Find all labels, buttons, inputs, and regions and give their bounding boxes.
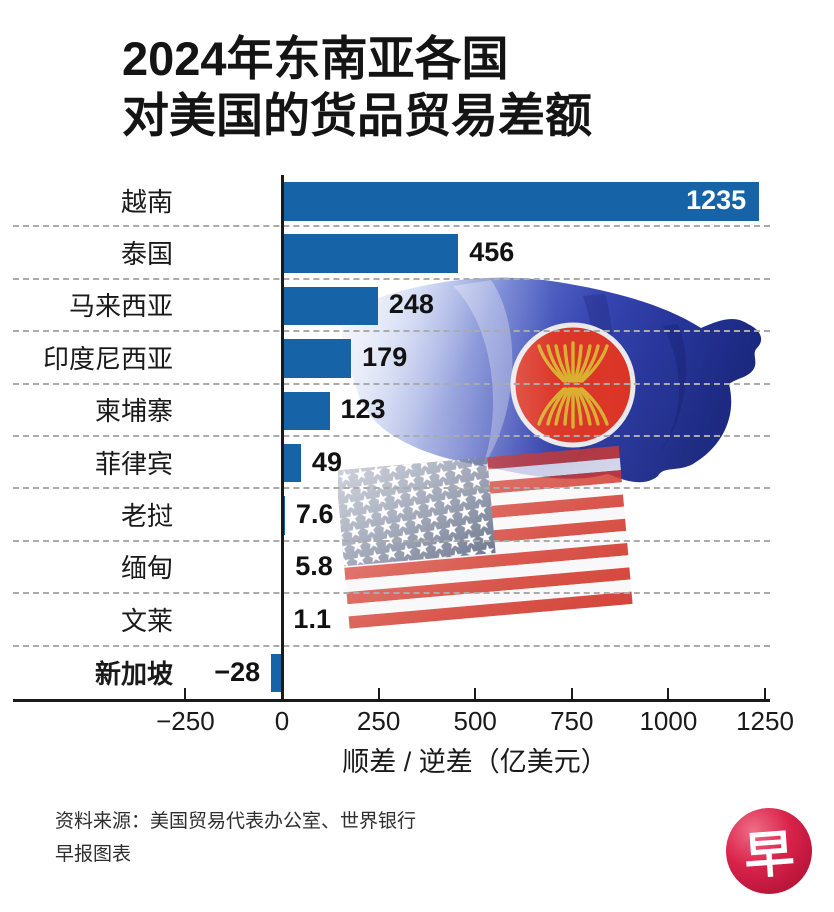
category-label: 印度尼西亚 xyxy=(42,343,173,374)
chart-row: 越南 1235 xyxy=(13,175,770,228)
zaobao-logo: 早 xyxy=(726,808,812,894)
x-axis-tick-label: −250 xyxy=(156,706,215,736)
category-label: 新加坡 xyxy=(94,659,173,690)
category-label: 越南 xyxy=(120,186,173,217)
credit-line: 早报图表 xyxy=(55,844,132,865)
value-label: −28 xyxy=(214,657,261,688)
value-label: 123 xyxy=(340,394,386,425)
bar-singapore xyxy=(271,653,282,693)
category-label: 柬埔寨 xyxy=(94,396,173,427)
value-label: 456 xyxy=(469,237,515,268)
source-line: 资料来源：美国贸易代表办公室、世界银行 xyxy=(55,811,417,832)
chart-row: 泰国 456 xyxy=(13,227,770,280)
zaobao-logo-character: 早 xyxy=(742,825,797,885)
x-axis-title: 顺差 / 逆差（亿美元） xyxy=(342,747,608,777)
chart-title: 2024年东南亚各国 对美国的货品贸易差额 xyxy=(122,30,762,144)
chart-row: 老挝 7.6 xyxy=(13,489,770,542)
x-axis-tick-label: 500 xyxy=(453,706,497,736)
x-axis-tick-label: 1000 xyxy=(639,706,698,736)
x-axis-tick-label: 0 xyxy=(274,706,290,736)
value-label: 1235 xyxy=(686,184,747,215)
value-label: 7.6 xyxy=(295,499,334,530)
value-label: 179 xyxy=(362,341,408,372)
chart-row: 缅甸 5.8 xyxy=(13,542,770,595)
value-label: 1.1 xyxy=(293,603,331,634)
zero-baseline xyxy=(281,175,284,699)
category-label: 文莱 xyxy=(120,605,173,636)
bar-malaysia xyxy=(282,286,378,326)
x-axis-tick xyxy=(377,688,380,699)
x-axis-tick xyxy=(474,688,477,699)
x-axis-tick-label: 250 xyxy=(356,706,401,736)
bar-indonesia xyxy=(282,339,352,378)
bar-vietnam xyxy=(282,182,760,221)
chart-title-line2: 对美国的货品贸易差额 xyxy=(122,89,592,142)
category-label: 泰国 xyxy=(120,239,173,270)
x-axis-tick-label: 750 xyxy=(550,706,594,736)
x-axis-tick xyxy=(281,688,283,699)
x-axis-tick-label: 1250 xyxy=(736,706,794,736)
chart-row: 新加坡 −28 xyxy=(13,647,770,699)
value-label: 49 xyxy=(311,446,342,477)
category-label: 缅甸 xyxy=(120,553,173,584)
bar-cambodia xyxy=(282,391,330,431)
x-axis-line xyxy=(13,699,770,702)
category-label: 马来西亚 xyxy=(68,291,173,322)
value-label: 248 xyxy=(388,289,434,320)
x-axis-tick xyxy=(667,688,670,699)
chart-row: 菲律宾 49 xyxy=(13,437,770,490)
chart-row: 马来西亚 248 xyxy=(13,280,770,333)
bar-thailand xyxy=(282,234,459,273)
x-axis-tick xyxy=(184,688,187,699)
bar-philippines xyxy=(282,443,301,483)
category-label: 老挝 xyxy=(120,501,173,532)
chart-row: 文莱 1.1 xyxy=(13,594,770,647)
value-label: 5.8 xyxy=(295,551,333,582)
bar-chart-plot: 越南 1235 泰国 456 马来西亚 248 印度尼西亚 179 柬埔寨 12… xyxy=(13,175,770,699)
category-label: 菲律宾 xyxy=(94,448,173,479)
chart-row: 柬埔寨 123 xyxy=(13,385,770,437)
x-axis-tick xyxy=(570,688,573,699)
chart-title-line1: 2024年东南亚各国 xyxy=(122,32,509,85)
chart-row: 印度尼西亚 179 xyxy=(13,332,770,385)
x-axis-tick xyxy=(764,688,766,699)
